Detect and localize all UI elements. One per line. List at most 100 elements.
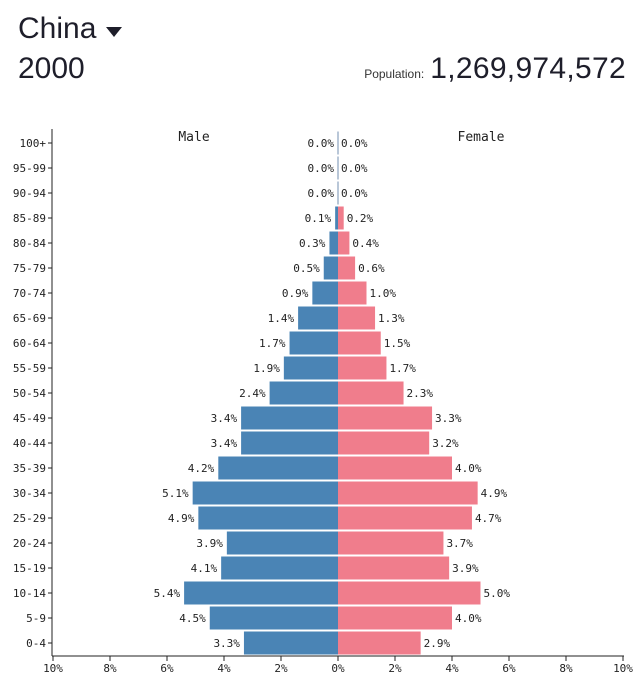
x-tick-label: 6% [502, 662, 516, 675]
male-value-label: 0.0% [308, 162, 335, 175]
male-value-label: 4.2% [188, 462, 215, 475]
x-tick-label: 8% [559, 662, 573, 675]
female-bar [338, 581, 481, 605]
y-tick-label: 60-64 [13, 337, 46, 350]
year-label: 2000 [18, 52, 85, 85]
male-value-label: 3.4% [211, 437, 238, 450]
female-header: Female [458, 130, 505, 145]
male-value-label: 5.4% [154, 587, 181, 600]
female-bar [338, 481, 478, 505]
male-bar [241, 431, 338, 455]
female-bar [338, 406, 433, 430]
male-value-label: 0.0% [308, 187, 335, 200]
male-value-label: 0.5% [293, 262, 320, 275]
y-tick-label: 30-34 [13, 487, 46, 500]
zero-bar [337, 181, 339, 205]
male-bar [243, 631, 338, 655]
female-bar [338, 556, 450, 580]
x-tick-label: 2% [388, 662, 402, 675]
male-value-label: 3.9% [196, 537, 223, 550]
female-value-label: 3.9% [452, 562, 479, 575]
male-bar [312, 281, 338, 305]
female-value-label: 3.7% [446, 537, 473, 550]
x-tick-label: 10% [613, 662, 633, 675]
male-value-label: 3.3% [213, 637, 240, 650]
x-tick-label: 4% [217, 662, 231, 675]
y-tick-label: 10-14 [13, 587, 46, 600]
female-bar [338, 306, 376, 330]
male-bar [269, 381, 338, 405]
male-header: Male [178, 130, 209, 145]
male-bar [226, 531, 338, 555]
female-value-label: 2.9% [424, 637, 451, 650]
population-label: Population: [364, 67, 425, 81]
male-bar [323, 256, 338, 280]
male-bar [289, 331, 338, 355]
y-tick-label: 85-89 [13, 212, 46, 225]
caret-down-icon[interactable] [106, 27, 123, 37]
x-tick-label: 2% [274, 662, 288, 675]
male-bar [209, 606, 338, 630]
female-value-label: 0.0% [341, 137, 368, 150]
male-value-label: 0.0% [308, 137, 335, 150]
female-bar [338, 256, 356, 280]
male-value-label: 1.7% [259, 337, 286, 350]
female-value-label: 3.3% [435, 412, 462, 425]
population-value: 1,269,974,572 [430, 52, 626, 85]
male-bar [298, 306, 338, 330]
female-value-label: 4.9% [481, 487, 508, 500]
y-tick-label: 100+ [20, 137, 47, 150]
y-tick-label: 65-69 [13, 312, 46, 325]
male-value-label: 4.5% [179, 612, 206, 625]
x-tick-label: 8% [103, 662, 117, 675]
male-bar [221, 556, 338, 580]
female-value-label: 1.5% [384, 337, 411, 350]
female-bar [338, 431, 430, 455]
male-value-label: 0.9% [282, 287, 309, 300]
male-value-label: 4.9% [168, 512, 195, 525]
male-value-label: 1.9% [253, 362, 280, 375]
male-value-label: 1.4% [268, 312, 295, 325]
female-value-label: 0.6% [358, 262, 385, 275]
y-tick-label: 95-99 [13, 162, 46, 175]
female-value-label: 1.0% [370, 287, 397, 300]
female-value-label: 0.0% [341, 187, 368, 200]
y-tick-label: 40-44 [13, 437, 46, 450]
female-value-label: 0.2% [347, 212, 374, 225]
zero-bar [337, 131, 339, 155]
female-bar [338, 231, 350, 255]
female-bar [338, 206, 344, 230]
female-value-label: 3.2% [432, 437, 459, 450]
y-tick-label: 55-59 [13, 362, 46, 375]
female-value-label: 2.3% [407, 387, 434, 400]
female-value-label: 4.0% [455, 612, 482, 625]
y-tick-label: 75-79 [13, 262, 46, 275]
female-value-label: 1.3% [378, 312, 405, 325]
male-value-label: 0.3% [299, 237, 326, 250]
female-bar [338, 281, 367, 305]
y-tick-label: 20-24 [13, 537, 46, 550]
y-tick-label: 45-49 [13, 412, 46, 425]
female-bar [338, 381, 404, 405]
y-tick-label: 50-54 [13, 387, 46, 400]
female-value-label: 0.4% [352, 237, 379, 250]
y-tick-label: 5-9 [26, 612, 46, 625]
y-tick-label: 90-94 [13, 187, 46, 200]
y-tick-label: 35-39 [13, 462, 46, 475]
male-bar [198, 506, 338, 530]
x-tick-label: 10% [43, 662, 63, 675]
country-selector[interactable]: China [18, 12, 123, 46]
y-tick-label: 15-19 [13, 562, 46, 575]
female-bar [338, 506, 472, 530]
male-bar [335, 206, 338, 230]
y-tick-label: 80-84 [13, 237, 46, 250]
male-bar [241, 406, 338, 430]
female-bar [338, 606, 452, 630]
y-tick-label: 70-74 [13, 287, 46, 300]
male-value-label: 0.1% [305, 212, 332, 225]
y-tick-label: 0-4 [26, 637, 46, 650]
female-bar [338, 531, 444, 555]
x-tick-label: 4% [445, 662, 459, 675]
male-bar [192, 481, 338, 505]
male-value-label: 3.4% [211, 412, 238, 425]
